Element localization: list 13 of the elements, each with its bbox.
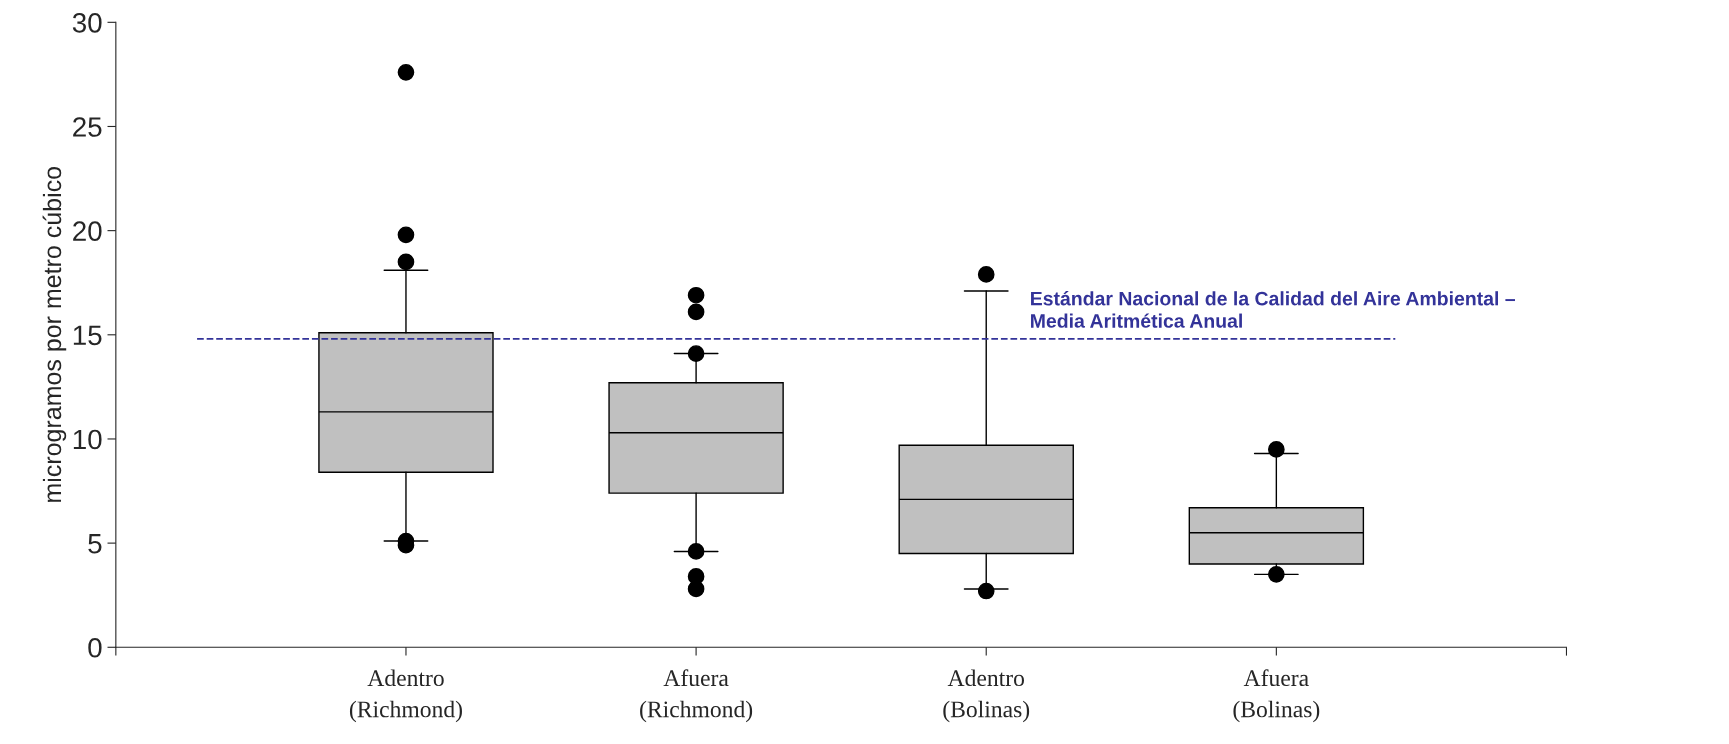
x-tick-label: Adentro (Bolinas) — [943, 669, 1030, 723]
y-tick-label: 5 — [88, 534, 102, 554]
y-tick-label: 0 — [88, 637, 102, 658]
x-tick-label: Adentro (Richmond) — [349, 669, 462, 723]
x-tick-label: Afuera (Bolinas) — [1233, 669, 1320, 723]
y-tick-label: 20 — [73, 221, 102, 241]
y-tick-label: 30 — [72, 12, 102, 33]
y-tick-label: 25 — [73, 117, 102, 137]
ref-line-label: Estándar Nacional de la Calidad del Aire Ambiental – Media Aritmética Anual — [1031, 291, 1516, 328]
x-tick-label: Afuera (Richmond) — [640, 669, 753, 723]
y-axis-title: microgramos por metro cúbico — [42, 167, 67, 502]
y-tick-label: 10 — [73, 429, 102, 450]
y-tick-label: 15 — [73, 325, 102, 346]
